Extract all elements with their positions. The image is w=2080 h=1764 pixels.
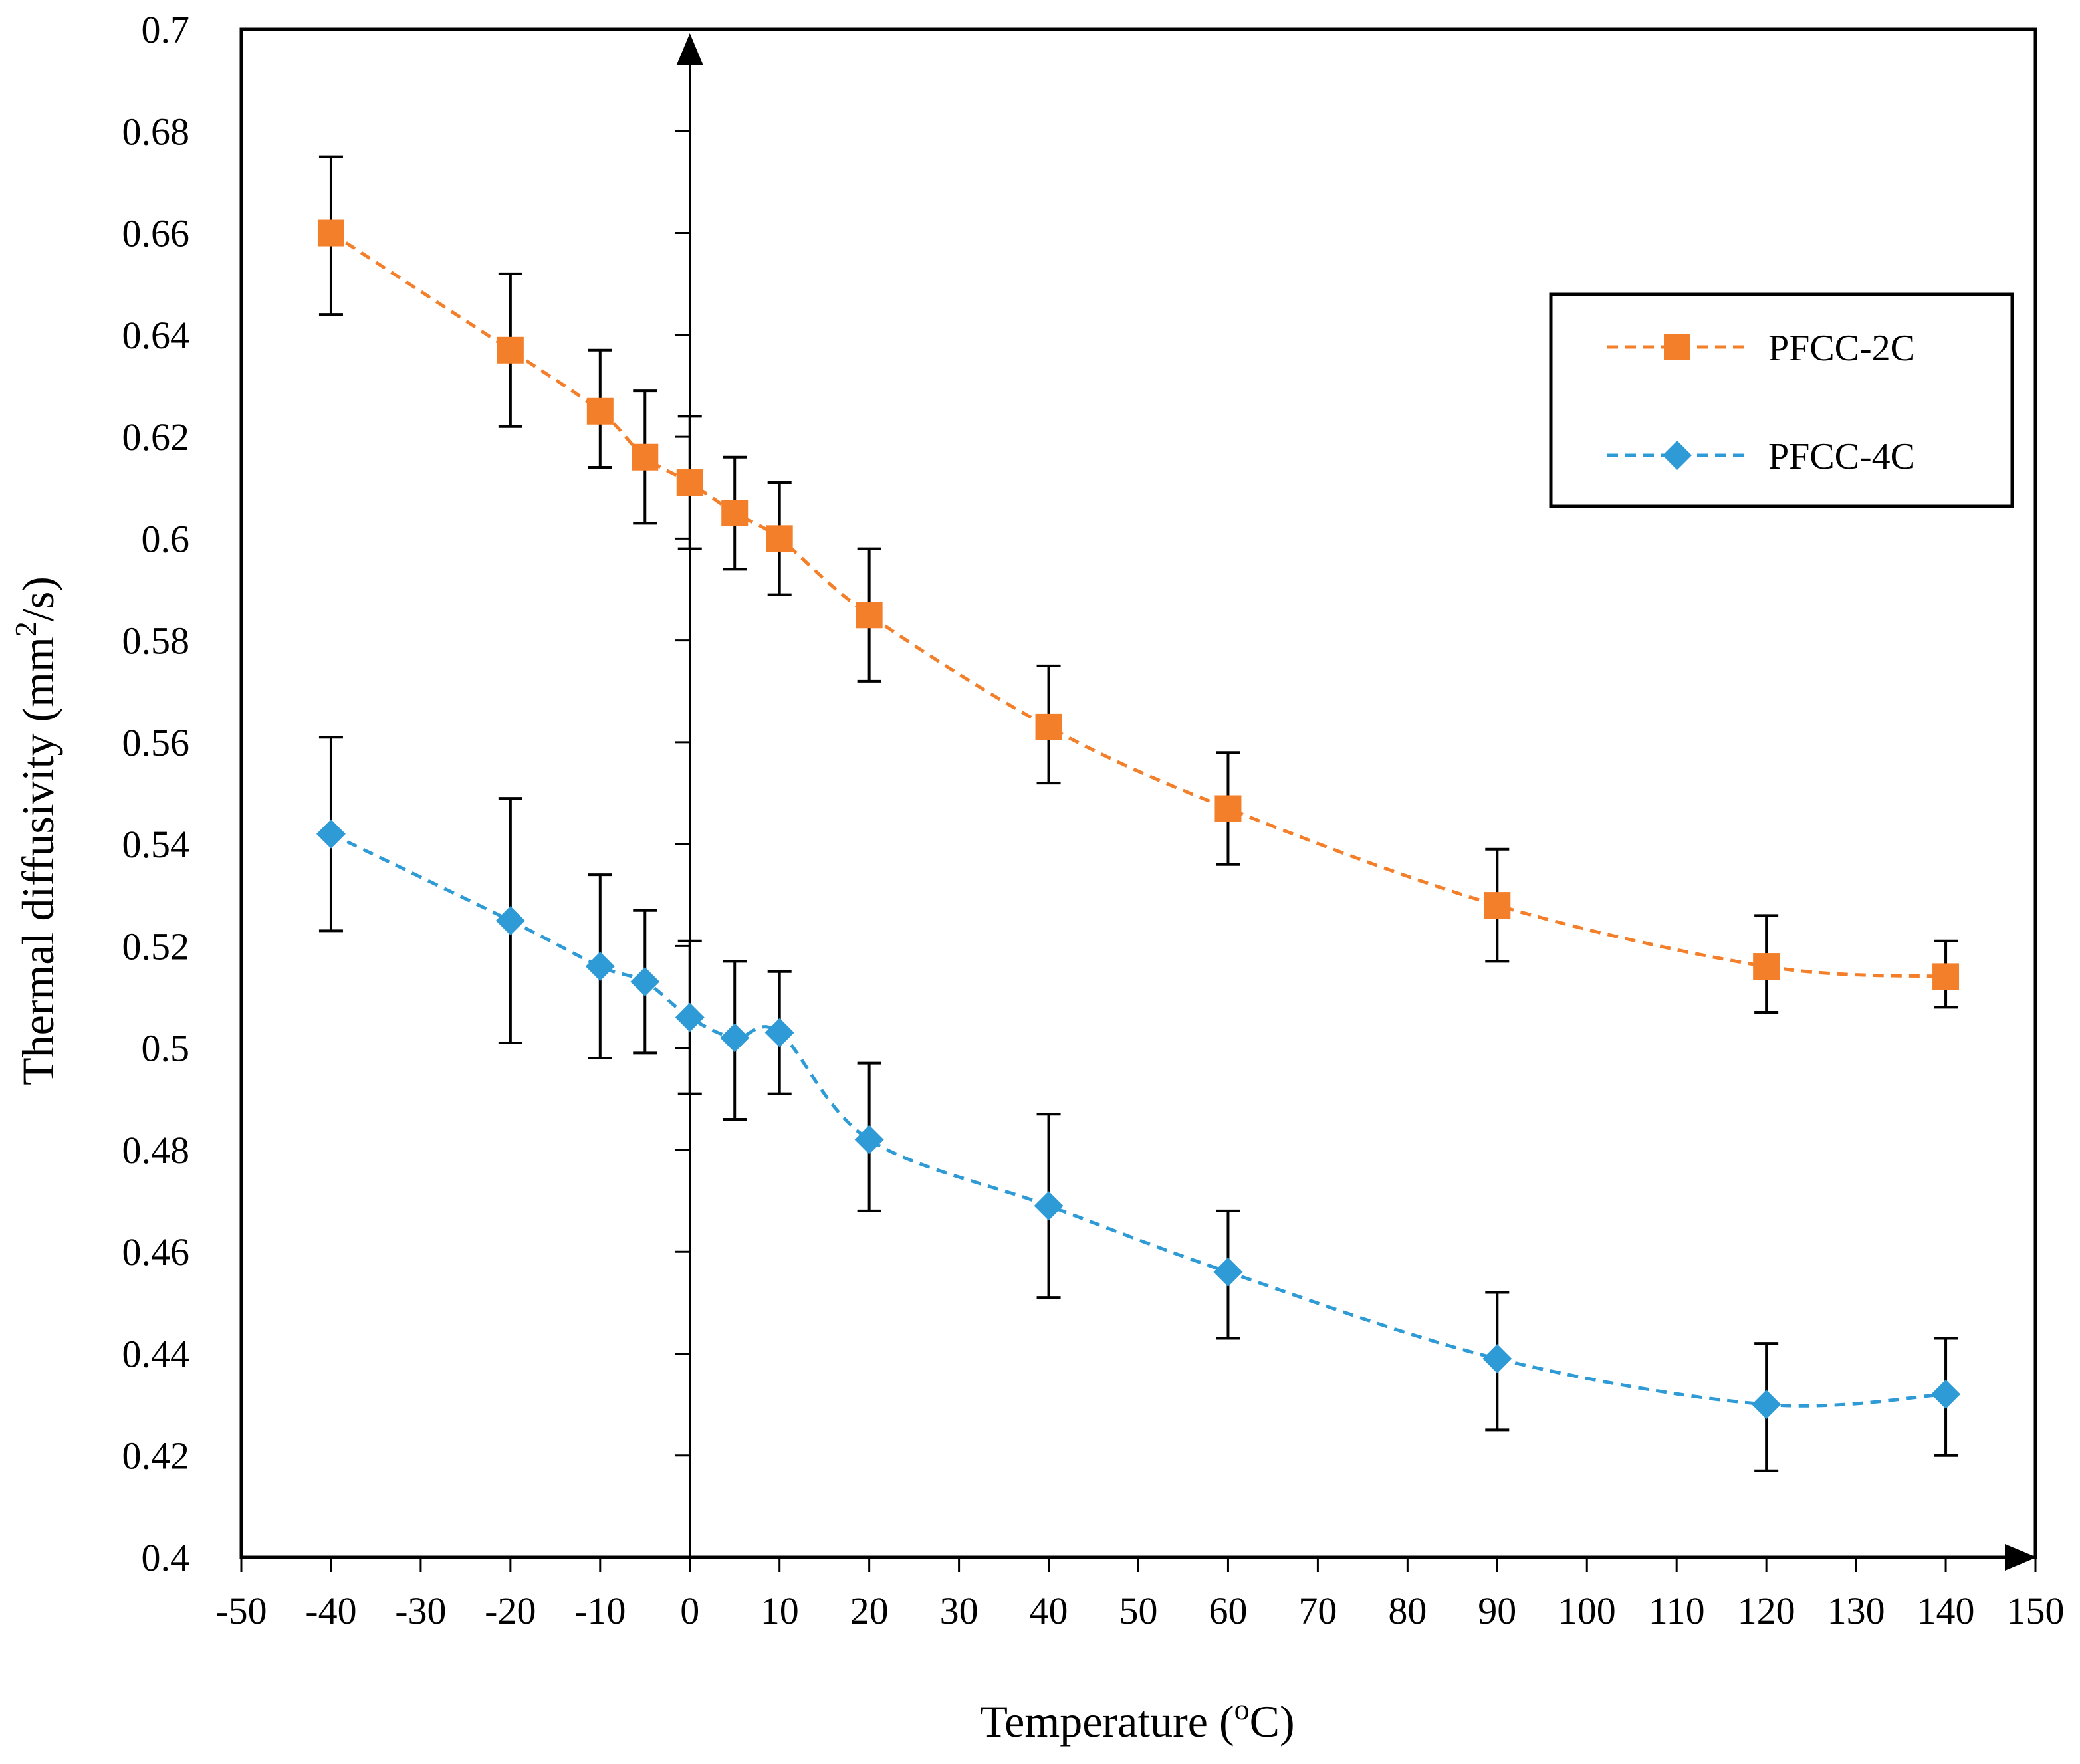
data-point: [675, 1002, 705, 1032]
legend-marker-pfcc-2c: [1664, 334, 1690, 360]
data-point: [1214, 795, 1242, 822]
y-tick-label: 0.46: [122, 1230, 190, 1273]
data-point: [1034, 1191, 1064, 1221]
data-point: [764, 1018, 794, 1047]
x-tick-label: 120: [1738, 1589, 1795, 1632]
data-point: [856, 602, 883, 629]
series-marks: [316, 155, 1961, 1472]
y-tick-label: 0.58: [122, 619, 190, 663]
y-tick-label: 0.56: [122, 721, 190, 764]
y-tick-label: 0.4: [142, 1536, 190, 1579]
y-tick-label: 0.44: [122, 1332, 190, 1375]
x-tick-label: 30: [940, 1589, 979, 1632]
x-tick-label: 0: [680, 1589, 699, 1632]
y-tick-label: 0.7: [142, 8, 190, 51]
y-axis-title: Thermal diffusivity (mm2/s): [9, 576, 63, 1085]
y-tick-label: 0.48: [122, 1129, 190, 1172]
data-point: [317, 219, 344, 247]
data-point: [676, 469, 703, 496]
y-tick-label: 0.66: [122, 212, 190, 255]
x-tick-label: 90: [1478, 1589, 1516, 1632]
data-point: [1932, 963, 1960, 990]
x-tick-label: 10: [760, 1589, 799, 1632]
data-point: [1482, 1344, 1512, 1374]
x-tick-label: -30: [395, 1589, 446, 1632]
data-point: [720, 1023, 750, 1053]
x-tick-label: -20: [485, 1589, 536, 1632]
y-tick-label: 0.68: [122, 110, 190, 153]
data-point: [630, 967, 660, 997]
data-point: [1213, 1257, 1243, 1287]
x-tick-label: 150: [2007, 1589, 2065, 1632]
data-point: [586, 397, 614, 425]
x-tick-label: 130: [1827, 1589, 1885, 1632]
data-point: [1484, 892, 1511, 919]
series-line-pfcc-2c: [330, 231, 1946, 978]
legend-box: [1549, 292, 2014, 508]
data-point: [1931, 1379, 1961, 1409]
x-axis-arrow: [2005, 1544, 2037, 1571]
x-tick-label: 50: [1119, 1589, 1158, 1632]
x-tick-label: 70: [1298, 1589, 1337, 1632]
x-tick-label: 20: [850, 1589, 889, 1632]
y-tick-label: 0.6: [142, 517, 190, 560]
x-tick-label: 100: [1558, 1589, 1616, 1632]
data-point: [632, 443, 659, 471]
series-line-pfcc-4c: [330, 832, 1946, 1408]
data-point: [854, 1125, 884, 1155]
data-point: [497, 336, 524, 364]
y-tick-label: 0.52: [122, 925, 190, 968]
x-tick-label: 140: [1917, 1589, 1975, 1632]
legend: PFCC-2C PFCC-4C: [1549, 292, 2014, 508]
data-point: [766, 525, 793, 552]
x-tick-label: -50: [215, 1589, 267, 1632]
tick-labels: -50 -40 -30 -20 -10 0 10 20 30 40 50 60 70 80 90 100 110…: [122, 8, 2065, 1632]
y-tick-label: 0.5: [142, 1027, 190, 1070]
x-tick-label: -10: [574, 1589, 626, 1632]
legend-marker-pfcc-4c: [1663, 441, 1692, 470]
data-point: [1753, 953, 1780, 980]
data-point: [1752, 1390, 1782, 1420]
y-axis-arrow: [676, 33, 703, 65]
y-tick-label: 0.64: [122, 314, 190, 357]
y-tick-label: 0.62: [122, 415, 190, 459]
x-tick-label: 80: [1388, 1589, 1427, 1632]
data-point: [721, 500, 749, 527]
legend-label-pfcc-4c: PFCC-4C: [1768, 436, 1915, 477]
x-tick-label: 110: [1649, 1589, 1705, 1632]
x-tick-label: 40: [1030, 1589, 1068, 1632]
legend-label-pfcc-2c: PFCC-2C: [1768, 328, 1915, 369]
axes: [239, 27, 2037, 1572]
x-axis-title: Temperature (oC): [980, 1692, 1294, 1747]
data-point: [495, 906, 525, 936]
y-tick-label: 0.42: [122, 1434, 190, 1478]
x-tick-label: 60: [1209, 1589, 1247, 1632]
x-tick-label: -40: [305, 1589, 356, 1632]
data-point: [585, 952, 615, 982]
y-tick-label: 0.54: [122, 823, 190, 866]
data-point: [316, 819, 346, 849]
data-point: [1035, 713, 1062, 740]
